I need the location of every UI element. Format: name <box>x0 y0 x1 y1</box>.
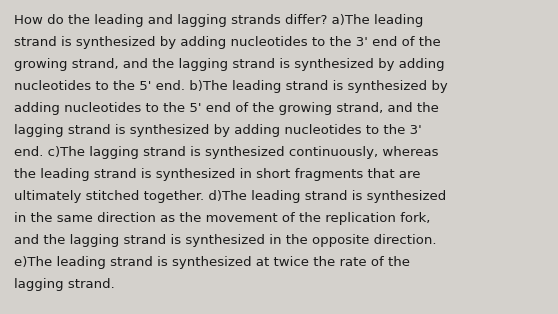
Text: and the lagging strand is synthesized in the opposite direction.: and the lagging strand is synthesized in… <box>14 234 436 247</box>
Text: growing strand, and the lagging strand is synthesized by adding: growing strand, and the lagging strand i… <box>14 58 445 71</box>
Text: in the same direction as the movement of the replication fork,: in the same direction as the movement of… <box>14 212 430 225</box>
Text: adding nucleotides to the 5' end of the growing strand, and the: adding nucleotides to the 5' end of the … <box>14 102 439 115</box>
Text: the leading strand is synthesized in short fragments that are: the leading strand is synthesized in sho… <box>14 168 421 181</box>
Text: lagging strand is synthesized by adding nucleotides to the 3': lagging strand is synthesized by adding … <box>14 124 422 137</box>
Text: lagging strand.: lagging strand. <box>14 278 115 291</box>
Text: How do the leading and lagging strands differ? a)The leading: How do the leading and lagging strands d… <box>14 14 424 27</box>
Text: nucleotides to the 5' end. b)The leading strand is synthesized by: nucleotides to the 5' end. b)The leading… <box>14 80 448 93</box>
Text: ultimately stitched together. d)The leading strand is synthesized: ultimately stitched together. d)The lead… <box>14 190 446 203</box>
Text: strand is synthesized by adding nucleotides to the 3' end of the: strand is synthesized by adding nucleoti… <box>14 36 441 49</box>
Text: end. c)The lagging strand is synthesized continuously, whereas: end. c)The lagging strand is synthesized… <box>14 146 439 159</box>
Text: e)The leading strand is synthesized at twice the rate of the: e)The leading strand is synthesized at t… <box>14 256 410 269</box>
